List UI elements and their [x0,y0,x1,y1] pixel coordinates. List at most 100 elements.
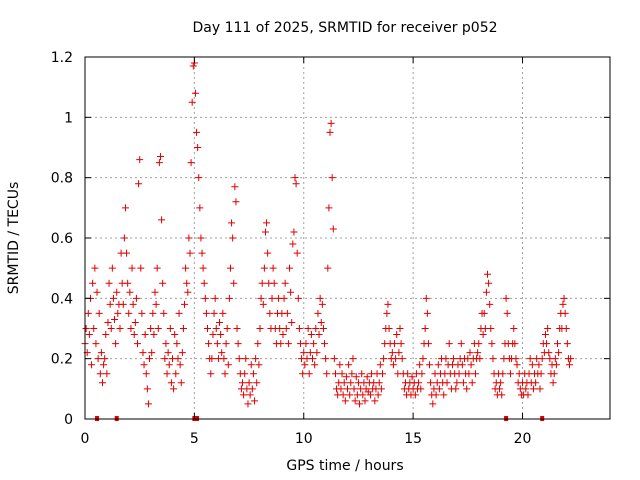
data-point [129,300,137,308]
data-point [174,355,182,363]
data-point [223,325,231,332]
data-point [191,89,199,97]
data-point [113,288,121,296]
data-point [337,385,345,393]
axis-ticks: 0 0.2 0.4 0.6 0.8 1 1.2 0 5 10 15 20 [51,50,610,447]
data-point [480,309,488,317]
data-point [103,370,111,378]
data-point [471,370,479,378]
data-point [379,370,386,378]
data-point [134,340,141,348]
data-point [256,325,264,332]
data-point [307,331,315,339]
x-tick-label: 10 [295,431,313,447]
data-point [489,355,497,363]
data-point [404,370,412,378]
data-point [229,234,237,242]
data-point [149,309,157,317]
data-point [232,198,240,206]
data-point [423,309,431,317]
data-point [554,340,561,348]
data-point [358,370,366,378]
data-point [182,264,190,272]
data-point [432,391,440,399]
data-point [543,340,551,348]
data-point [247,361,255,369]
data-point [488,340,496,348]
data-point [260,264,268,272]
data-point [176,361,184,369]
data-point [463,385,471,393]
data-point [304,325,312,332]
x-axis-label: GPS time / hours [286,458,403,474]
data-point [226,264,234,272]
data-point [555,349,563,357]
data-point [249,370,257,378]
data-point [210,309,218,317]
data-point [221,370,229,378]
data-point [375,379,383,387]
data-point [284,340,292,348]
data-point [218,349,226,357]
data-point [440,391,448,399]
data-point [426,361,434,369]
data-point [159,279,167,287]
data-point [234,340,242,348]
data-point [475,340,483,348]
data-point [384,300,392,308]
data-point [326,128,334,136]
data-point [208,355,216,363]
data-point [305,370,313,378]
data-point [139,349,147,357]
data-point [424,340,432,348]
data-point [562,325,570,332]
data-point [476,355,484,363]
data-point [257,294,265,302]
data-point [205,340,213,348]
data-point [85,331,93,339]
data-point [312,325,320,332]
data-point [415,379,423,387]
data-point [344,385,351,393]
data-point [352,373,360,381]
data-point [295,325,303,332]
data-point [173,340,181,348]
data-point [217,331,225,339]
data-point [453,379,461,387]
data-point [550,370,558,378]
x-tick-label: 5 [190,431,199,447]
data-point [269,264,277,272]
data-point [331,370,339,378]
data-point [301,361,309,369]
data-point [164,349,172,357]
data-point [153,264,161,272]
data-point [105,279,113,287]
data-point [467,361,475,369]
data-point [397,340,405,348]
data-point [201,294,209,302]
data-point [346,391,354,399]
data-point [327,119,335,127]
data-point [314,309,322,317]
data-point [171,331,179,339]
data-point [114,309,122,317]
data-point [209,331,217,339]
data-point [513,361,521,369]
data-point [165,361,173,369]
data-point [138,309,146,317]
data-point [329,225,337,233]
data-point [254,340,262,348]
data-point [434,361,442,369]
data-point [351,397,359,405]
data-point [268,294,276,302]
data-point [194,144,202,151]
data-point [150,331,158,339]
data-point [263,219,271,227]
data-point [155,159,163,167]
data-point [156,153,164,161]
data-point [315,331,323,339]
data-point [107,325,115,332]
data-point [309,355,316,363]
data-point [545,349,553,357]
data-point [339,391,347,399]
